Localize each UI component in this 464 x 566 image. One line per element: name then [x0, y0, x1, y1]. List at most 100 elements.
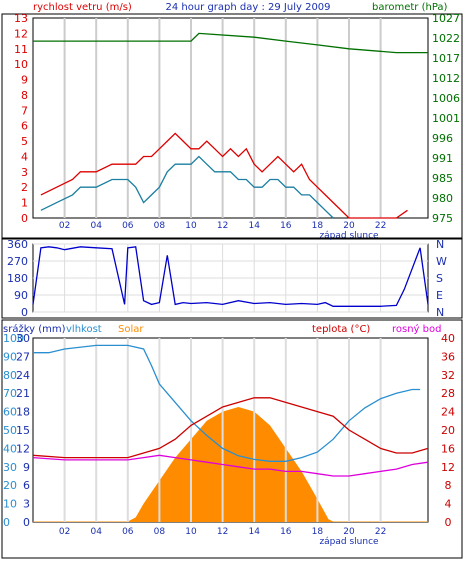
barometer-tick-label: 996	[432, 132, 453, 145]
barometer-tick-label: 1027	[432, 12, 460, 25]
barometer-tick-label: 985	[432, 172, 453, 185]
legend-humidity: vlhkost	[66, 324, 102, 335]
series-line-2	[33, 32, 428, 54]
series-line-3	[32, 454, 429, 477]
x-tick-label: 22	[375, 527, 386, 537]
barometer-tick-label: 1022	[432, 32, 460, 45]
series-line-direction	[32, 246, 429, 307]
barometer-tick-label: 1006	[432, 92, 460, 105]
x-tick-label: 20	[343, 221, 355, 231]
wind-tick-label: 10	[14, 58, 28, 71]
wind-tick-label: 5	[21, 135, 28, 148]
panel-direction-frame	[1, 237, 463, 319]
compass-label: N	[436, 238, 444, 251]
temp-tick-label: 40	[441, 332, 455, 345]
x-tick-label: 14	[248, 221, 260, 231]
precip-tick-label: 9	[23, 461, 30, 474]
series-line-0	[40, 132, 408, 219]
wind-tick-label: 0	[21, 212, 28, 225]
compass-label: N	[436, 306, 444, 319]
humidity-tick-label: 90	[3, 350, 17, 363]
x-tick-label: 12	[217, 221, 228, 231]
legend-dewpoint: rosný bod	[392, 323, 441, 335]
wind-tick-label: 9	[21, 74, 28, 87]
x-tick-label: 10	[185, 527, 197, 537]
humidity-tick-label: 10	[3, 498, 17, 511]
compass-label: S	[436, 272, 443, 285]
humidity-tick-label: 20	[3, 479, 17, 492]
x-tick-label: 08	[154, 221, 166, 231]
temp-tick-label: 16	[441, 442, 455, 455]
wind-tick-label: 2	[21, 181, 28, 194]
wind-tick-label: 3	[21, 166, 28, 179]
legend-solar: Solar	[118, 324, 144, 335]
humidity-tick-label: 30	[3, 461, 17, 474]
x-tick-label: 06	[122, 527, 134, 537]
chart-title: 24 hour graph day : 29 July 2009	[165, 2, 330, 13]
x-tick-label: 02	[59, 221, 70, 231]
temp-tick-label: 32	[441, 369, 455, 382]
wind-tick-label: 12	[14, 27, 28, 40]
temp-tick-label: 36	[441, 350, 455, 363]
direction-tick-label: 90	[14, 289, 28, 302]
wind-tick-label: 13	[14, 12, 28, 25]
precip-tick-label: 18	[16, 406, 30, 419]
direction-tick-label: 0	[21, 306, 28, 319]
temp-tick-label: 20	[441, 424, 455, 437]
x-tick-label: 06	[122, 221, 134, 231]
series-line-2	[32, 397, 429, 459]
wind-tick-label: 6	[21, 120, 28, 133]
series-line-1	[40, 155, 334, 219]
sunset-label: západ slunce	[319, 537, 379, 547]
humidity-tick-label: 100	[3, 332, 24, 345]
precip-tick-label: 12	[16, 442, 30, 455]
barometer-tick-label: 991	[432, 152, 453, 165]
x-tick-label: 16	[280, 527, 292, 537]
x-tick-label: 22	[375, 221, 386, 231]
barometer-tick-label: 1012	[432, 72, 460, 85]
precip-tick-label: 0	[23, 516, 30, 529]
wind-tick-label: 8	[21, 89, 28, 102]
precip-tick-label: 30	[16, 332, 30, 345]
humidity-tick-label: 70	[3, 387, 17, 400]
direction-tick-label: 360	[7, 238, 28, 251]
precip-tick-label: 6	[23, 479, 30, 492]
precip-tick-label: 3	[23, 498, 30, 511]
x-tick-label: 14	[248, 527, 260, 537]
legend-precip: srážky (mm)	[3, 323, 66, 335]
x-tick-label: 16	[280, 221, 292, 231]
humidity-tick-label: 80	[3, 369, 17, 382]
panel-climate-frame	[1, 319, 463, 559]
x-tick-label: 18	[312, 221, 324, 231]
barometer-tick-label: 980	[432, 192, 453, 205]
x-tick-label: 08	[154, 527, 166, 537]
temp-tick-label: 0	[445, 516, 452, 529]
legend-temperature: teplota (°C)	[312, 324, 370, 335]
direction-tick-label: 270	[7, 255, 28, 268]
humidity-tick-label: 60	[3, 406, 17, 419]
temp-tick-label: 4	[445, 498, 452, 511]
wind-tick-label: 7	[21, 104, 28, 117]
temp-tick-label: 28	[441, 387, 455, 400]
wind-tick-label: 1	[21, 197, 28, 210]
series-line-0	[33, 344, 421, 462]
wind-axis-title: rychlost vetru (m/s)	[33, 2, 132, 13]
precip-tick-label: 24	[16, 369, 30, 382]
x-tick-label: 02	[59, 527, 70, 537]
temp-tick-label: 12	[441, 461, 455, 474]
humidity-tick-label: 40	[3, 442, 17, 455]
humidity-tick-label: 50	[3, 424, 17, 437]
barometer-tick-label: 975	[432, 212, 453, 225]
x-tick-label: 10	[185, 221, 197, 231]
barometer-axis-title: barometr (hPa)	[372, 2, 448, 13]
wind-tick-label: 4	[21, 150, 28, 163]
panel-wind-plot-area	[32, 17, 429, 219]
precip-tick-label: 15	[16, 424, 30, 437]
precip-tick-label: 27	[16, 350, 30, 363]
temp-tick-label: 24	[441, 406, 455, 419]
x-tick-label: 20	[343, 527, 355, 537]
compass-label: E	[436, 289, 443, 302]
direction-tick-label: 180	[7, 272, 28, 285]
x-tick-label: 18	[312, 527, 324, 537]
temp-tick-label: 8	[445, 479, 452, 492]
